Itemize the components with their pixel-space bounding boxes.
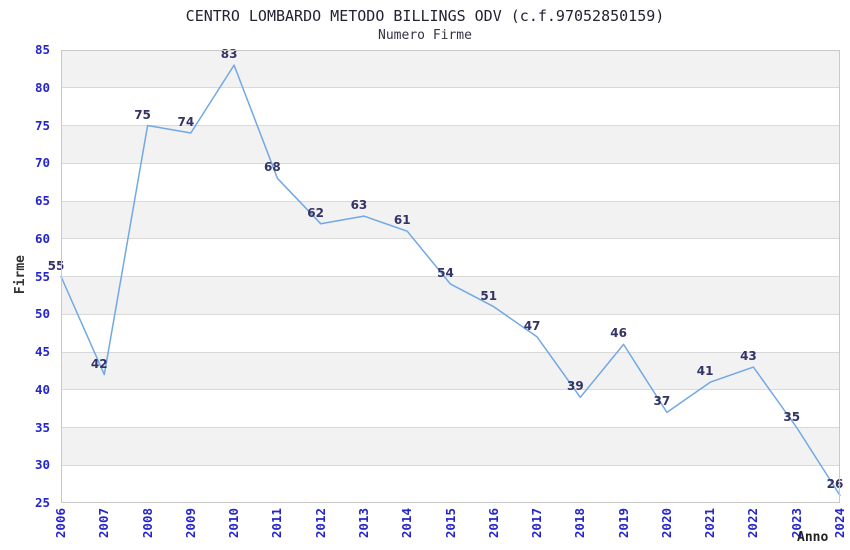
x-tick-label: 2008	[139, 508, 155, 539]
grid-band	[61, 314, 840, 352]
data-point-label: 47	[523, 318, 541, 333]
gridline	[61, 125, 840, 126]
grid-band	[61, 163, 840, 201]
data-point-label: 42	[90, 356, 108, 371]
x-tick-label: 2009	[182, 508, 198, 539]
y-tick-label: 55	[34, 268, 50, 284]
y-tick-label: 60	[34, 230, 50, 246]
x-tick-label: 2024	[832, 508, 847, 539]
x-tick-label: 2006	[53, 508, 68, 539]
gridline	[61, 87, 840, 89]
y-tick-label: 40	[34, 381, 50, 397]
grid-band	[61, 389, 840, 428]
gridline	[61, 389, 840, 391]
x-tick-label: 2010	[226, 508, 242, 539]
y-tick-label: 45	[34, 344, 50, 359]
data-point-label: 35	[783, 409, 801, 424]
y-tick-label: 70	[34, 155, 50, 171]
chart-title: CENTRO LOMBARDO METODO BILLINGS ODV (c.f…	[185, 7, 665, 25]
x-tick-label: 2014	[399, 508, 415, 539]
data-point-label: 41	[696, 364, 714, 379]
data-point-label: 39	[566, 379, 584, 394]
gridline	[61, 351, 840, 353]
gridline	[61, 464, 840, 466]
x-tick-label: 2012	[312, 508, 328, 539]
gridline	[61, 238, 840, 240]
data-point-label: 68	[264, 160, 281, 175]
plot-area: 55 42 75 74 83 68 62 63 61 54 51 47 39 46 37 41 43 35 26	[48, 47, 843, 503]
series-svg	[60, 64, 841, 497]
gridline	[61, 200, 840, 202]
x-tick-label: 2007	[96, 508, 112, 539]
data-point-label: 51	[480, 288, 498, 303]
grid-band	[61, 465, 840, 503]
x-tick-label: 2017	[529, 508, 545, 539]
data-point-label: 54	[437, 266, 454, 281]
grid-band	[61, 201, 840, 239]
x-tick-label: 2022	[745, 508, 761, 539]
grid-band	[61, 276, 840, 315]
data-point-label: 63	[350, 198, 368, 213]
data-point-label: 43	[740, 349, 757, 364]
gridline	[61, 162, 840, 164]
grid-band	[61, 238, 840, 277]
y-tick-label: 35	[34, 419, 50, 435]
x-tick-label: 2018	[572, 508, 588, 539]
data-point-label: 55	[47, 258, 65, 273]
data-point-label: 74	[177, 115, 195, 130]
grid-band	[61, 87, 840, 126]
grid-band	[61, 352, 840, 390]
grid-band	[61, 427, 840, 466]
data-point-label: 61	[393, 213, 411, 228]
x-tick-label: 2015	[442, 508, 458, 539]
data-point-label: 62	[307, 205, 325, 220]
gridline	[61, 313, 840, 315]
y-tick-label: 65	[34, 193, 50, 208]
data-point-label: 83	[220, 47, 238, 62]
data-point-label: 46	[610, 326, 627, 341]
gridline	[61, 276, 840, 277]
x-tick-label: 2013	[355, 508, 371, 539]
x-tick-label: 2020	[658, 508, 674, 539]
x-tick-label: 2011	[269, 508, 285, 539]
y-tick-label: 30	[34, 457, 50, 473]
x-axis-title: Anno	[797, 530, 829, 545]
y-tick-label: 25	[34, 495, 50, 510]
y-tick-label: 50	[34, 306, 50, 322]
x-tick-label: 2019	[615, 508, 631, 539]
data-point-label: 26	[826, 477, 844, 492]
x-tick-label: 2021	[702, 508, 718, 539]
y-tick-label: 85	[34, 42, 50, 57]
grid-band	[61, 50, 840, 88]
data-point-label: 37	[653, 394, 671, 409]
data-point-label: 75	[134, 107, 151, 122]
chart-subtitle: Numero Firme	[378, 28, 472, 43]
y-tick-label: 75	[34, 117, 50, 133]
y-tick-label: 80	[34, 79, 50, 95]
gridline	[61, 427, 840, 428]
chart-line	[60, 64, 841, 497]
x-tick-label: 2016	[485, 508, 501, 539]
